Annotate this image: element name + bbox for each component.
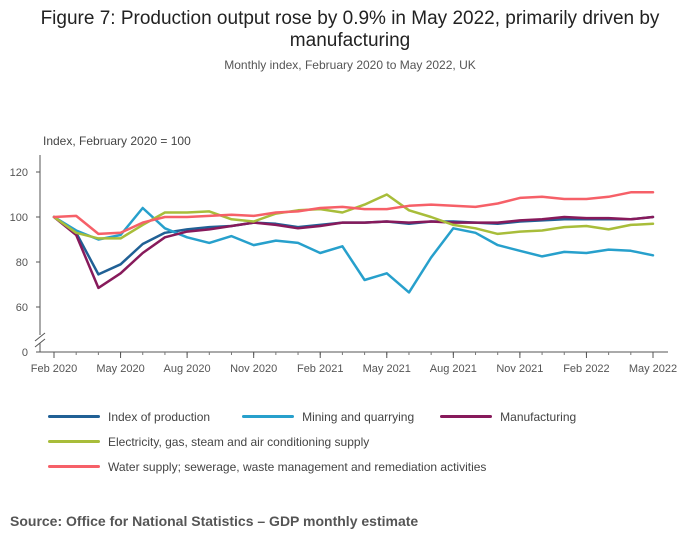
y-tick-label: 100 — [10, 212, 28, 224]
line-chart: Index, February 2020 = 100 0 60 80 100 120 Fe… — [10, 134, 678, 375]
x-tick-label: Aug 2020 — [164, 363, 211, 375]
legend-swatch — [440, 415, 493, 418]
legend-label: Electricity, gas, steam and air conditio… — [108, 434, 370, 449]
legend-swatch — [48, 440, 100, 443]
x-tick-label: May 2020 — [96, 363, 144, 375]
legend-label: Manufacturing — [500, 409, 577, 424]
y-tick-label: 120 — [10, 167, 28, 179]
series-line-manufacturing — [52, 215, 655, 290]
legend-label: Index of production — [108, 409, 211, 424]
legend-label: Water supply; sewerage, waste management… — [108, 459, 487, 474]
series-layer — [52, 191, 655, 294]
series-line-water-supply-sewerage-waste-management-a — [52, 191, 655, 236]
chart-subtitle: Monthly index, February 2020 to May 2022… — [224, 58, 476, 72]
axis-break-mark — [34, 332, 46, 342]
legend-row: Index of production Mining and quarrying… — [48, 404, 688, 429]
legend-item-mining-and-quarrying: Mining and quarrying — [242, 410, 414, 424]
legend-item-water-supply: Water supply; sewerage, waste management… — [48, 460, 486, 474]
series-line-mining-and-quarrying — [52, 206, 655, 294]
x-tick-label: Nov 2021 — [496, 363, 543, 375]
source-note: Source: Office for National Statistics –… — [10, 513, 419, 529]
legend: Index of production Mining and quarrying… — [48, 404, 688, 479]
y-axis-label: Index, February 2020 = 100 — [43, 134, 191, 148]
y-tick-label: 60 — [16, 302, 28, 314]
x-tick-label: Nov 2020 — [230, 363, 277, 375]
x-tick-label: Feb 2022 — [563, 363, 609, 375]
legend-swatch — [48, 415, 100, 418]
x-tick-label: May 2022 — [629, 363, 677, 375]
x-tick-label: Feb 2021 — [297, 363, 343, 375]
x-tick-label: May 2021 — [363, 363, 411, 375]
x-tick-label: Feb 2020 — [31, 363, 77, 375]
x-tick-label: Aug 2021 — [430, 363, 477, 375]
legend-swatch — [242, 415, 295, 418]
y-tick-label: 0 — [22, 347, 28, 359]
legend-item-manufacturing: Manufacturing — [440, 410, 576, 424]
axes: 0 60 80 100 120 Feb 2020 May 2020 Aug 2020 Nov 2… — [10, 155, 677, 375]
legend-label: Mining and quarrying — [302, 409, 415, 424]
y-tick-label: 80 — [16, 257, 28, 269]
legend-item-index-of-production: Index of production — [48, 410, 210, 424]
legend-swatch — [48, 465, 100, 468]
legend-item-electricity: Electricity, gas, steam and air conditio… — [48, 435, 369, 449]
legend-row: Water supply; sewerage, waste management… — [48, 454, 688, 479]
chart-title: Figure 7: Production output rose by 0.9%… — [40, 8, 660, 51]
axis-break-mark — [34, 338, 46, 348]
legend-row: Electricity, gas, steam and air conditio… — [48, 429, 688, 454]
